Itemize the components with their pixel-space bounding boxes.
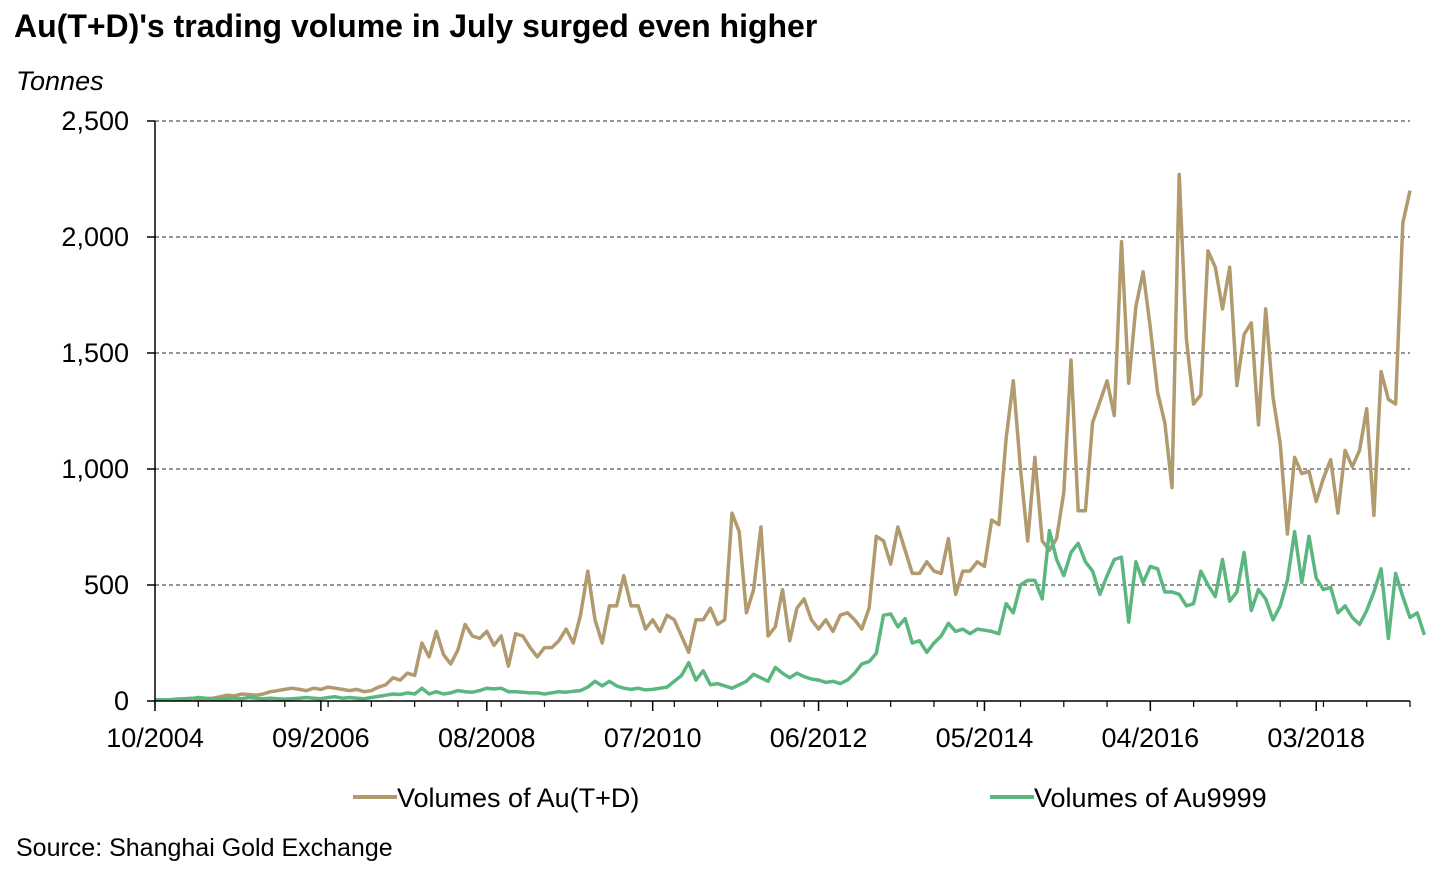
- legend-label: Volumes of Au(T+D): [397, 783, 639, 813]
- x-tick-label: 06/2012: [770, 723, 868, 753]
- y-tick-label: 1,500: [61, 338, 129, 368]
- x-tick-label: 03/2018: [1267, 723, 1365, 753]
- axes: [154, 121, 1410, 702]
- y-tick-label: 500: [84, 570, 129, 600]
- y-tick-label: 2,000: [61, 222, 129, 252]
- x-tick-label: 07/2010: [604, 723, 702, 753]
- y-axis-unit-label: Tonnes: [16, 66, 104, 96]
- y-tick-label: 1,000: [61, 454, 129, 484]
- x-tick-label: 04/2016: [1102, 723, 1200, 753]
- gridlines: [155, 120, 1410, 586]
- y-tick-labels: 0 500 1,000 1,500 2,000 2,500: [61, 106, 155, 716]
- series-lines: [155, 172, 1427, 702]
- x-tick-labels: 10/2004 09/2006 08/2008 07/2010 06/2012 05/20…: [106, 701, 1411, 753]
- y-tick-label: 0: [114, 686, 129, 716]
- legend: Volumes of Au(T+D) Volumes of Au9999: [353, 783, 1267, 813]
- x-tick-label: 05/2014: [936, 723, 1034, 753]
- x-tick-label: 08/2008: [438, 723, 536, 753]
- chart-title: Au(T+D)'s trading volume in July surged …: [14, 8, 818, 44]
- x-tick-label: 09/2006: [272, 723, 370, 753]
- series-line-1: [155, 172, 1412, 702]
- legend-label: Volumes of Au9999: [1034, 783, 1267, 813]
- y-tick-label: 2,500: [61, 106, 129, 136]
- source-note: Source: Shanghai Gold Exchange: [16, 834, 393, 862]
- x-tick-label: 10/2004: [106, 723, 204, 753]
- series-line-2: [155, 528, 1427, 702]
